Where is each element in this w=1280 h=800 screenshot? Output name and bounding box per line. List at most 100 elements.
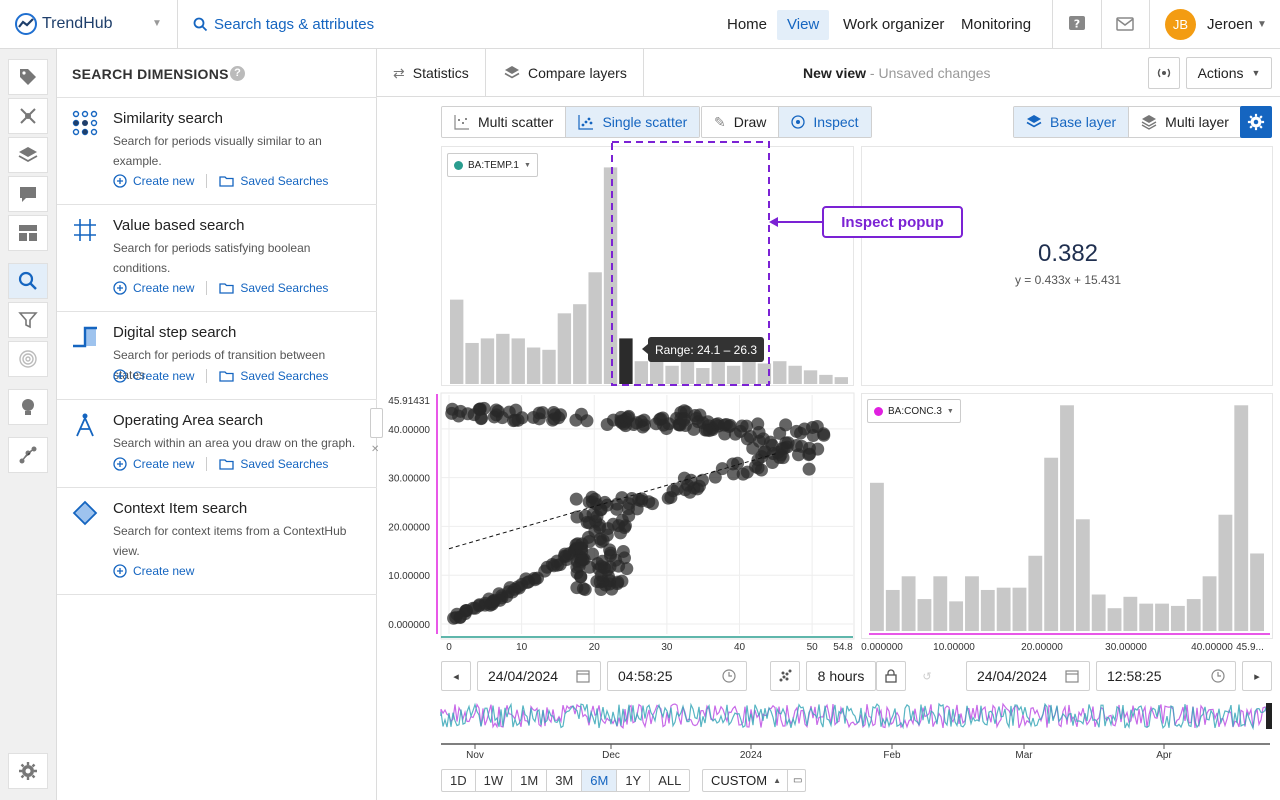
view-toolbar: ⇄ Statistics Compare layers New view - U…: [377, 49, 1280, 97]
lock-icon[interactable]: [876, 661, 906, 691]
calendar-icon[interactable]: [576, 669, 590, 683]
next-period-button[interactable]: ▸: [1242, 661, 1272, 691]
filter-icon[interactable]: [8, 302, 48, 338]
end-time-field[interactable]: 12:58:25: [1096, 661, 1236, 691]
help-icon[interactable]: ?: [1066, 13, 1088, 35]
folder-icon[interactable]: [219, 370, 235, 382]
layers-icon[interactable]: [8, 137, 48, 173]
search-input[interactable]: Search tags & attributes: [193, 16, 374, 33]
duration-field[interactable]: 8 hours: [806, 661, 876, 691]
scatter-point: [522, 575, 536, 589]
settings-gear-icon[interactable]: [8, 753, 48, 789]
layers-icon: [1026, 115, 1042, 128]
scatter-point: [590, 574, 604, 588]
search-dimensions-icon[interactable]: [8, 263, 48, 299]
multi-layer-button[interactable]: Multi layer: [1129, 107, 1241, 137]
history-icon[interactable]: ↺: [912, 661, 942, 691]
end-date-field[interactable]: 24/04/2024: [966, 661, 1090, 691]
scatter-point: [569, 492, 583, 506]
help-question-icon[interactable]: ?: [230, 66, 245, 81]
create-new-link[interactable]: Create new: [133, 281, 195, 295]
saved-searches-link[interactable]: Saved Searches: [240, 369, 329, 383]
clock-icon[interactable]: [722, 669, 736, 683]
timeline-handle: [1266, 703, 1272, 729]
start-date-field[interactable]: 24/04/2024: [477, 661, 601, 691]
chevron-down-icon: ▼: [946, 407, 954, 415]
base-layer-button[interactable]: Base layer: [1014, 107, 1130, 137]
scatter-point: [726, 467, 740, 481]
scatter-point: [616, 544, 630, 558]
scatter-x-tick-label: 40: [734, 642, 746, 653]
comment-icon[interactable]: [8, 176, 48, 212]
plus-circle-icon[interactable]: [113, 369, 127, 383]
x-series-chip[interactable]: BA:TEMP.1 ▼: [447, 153, 538, 177]
plus-circle-icon[interactable]: [113, 564, 127, 578]
mail-icon[interactable]: [1114, 13, 1136, 35]
folder-icon[interactable]: [219, 175, 235, 187]
broadcast-icon[interactable]: [1148, 57, 1180, 89]
clock-icon[interactable]: [1211, 669, 1225, 683]
graph-nodes-icon[interactable]: [8, 437, 48, 473]
scatter-density-icon[interactable]: [770, 661, 800, 691]
view-settings-gear-icon[interactable]: [1240, 106, 1272, 138]
panel-close-icon[interactable]: ✕: [371, 444, 380, 455]
timeline-label: Apr: [1156, 750, 1172, 761]
single-scatter-button[interactable]: Single scatter: [566, 107, 700, 137]
dashboard-icon[interactable]: [8, 215, 48, 251]
lightbulb-icon[interactable]: [8, 389, 48, 425]
compass-icon: [76, 413, 94, 437]
scatter-point: [486, 595, 500, 609]
y-series-chip[interactable]: BA:CONC.3 ▼: [867, 399, 961, 423]
app-logo[interactable]: TrendHub: [14, 12, 113, 36]
compare-layers-tab[interactable]: Compare layers: [488, 49, 644, 97]
plus-circle-icon[interactable]: [113, 281, 127, 295]
nav-monitoring[interactable]: Monitoring: [961, 16, 1032, 33]
scatter-point: [751, 417, 765, 431]
prev-period-button[interactable]: ◂: [441, 661, 471, 691]
calendar-range-icon[interactable]: ▭: [793, 775, 803, 786]
panel-resize-handle[interactable]: [370, 408, 383, 438]
nav-view[interactable]: View: [777, 10, 830, 40]
app-switch-caret-icon[interactable]: ▼: [152, 18, 162, 29]
search-placeholder: Search tags & attributes: [214, 16, 375, 33]
folder-icon[interactable]: [219, 458, 235, 470]
create-new-link[interactable]: Create new: [133, 564, 195, 578]
scatter-point: [681, 478, 695, 492]
avatar[interactable]: JB: [1165, 9, 1196, 40]
inspect-button[interactable]: Inspect: [779, 107, 871, 137]
multi-layers-icon: [1141, 115, 1157, 130]
actions-button[interactable]: Actions ▼: [1186, 57, 1272, 89]
create-new-link[interactable]: Create new: [133, 174, 195, 188]
folder-icon[interactable]: [219, 282, 235, 294]
saved-searches-link[interactable]: Saved Searches: [240, 457, 329, 471]
range-1w[interactable]: 1W: [476, 770, 513, 791]
create-new-link[interactable]: Create new: [133, 457, 195, 471]
plus-circle-icon[interactable]: [113, 457, 127, 471]
draw-button[interactable]: ✎ Draw: [702, 107, 780, 137]
calendar-icon[interactable]: [1065, 669, 1079, 683]
saved-searches-link[interactable]: Saved Searches: [240, 174, 329, 188]
multi-scatter-button[interactable]: Multi scatter: [442, 107, 567, 137]
statistics-label: Statistics: [412, 65, 469, 81]
plus-circle-icon[interactable]: [113, 174, 127, 188]
create-new-link[interactable]: Create new: [133, 369, 195, 383]
range-1m[interactable]: 1M: [512, 770, 548, 791]
custom-range-button[interactable]: CUSTOM ▲ ▭: [702, 769, 806, 792]
range-1y[interactable]: 1Y: [617, 770, 651, 791]
statistics-tab[interactable]: ⇄ Statistics: [377, 49, 486, 97]
range-all[interactable]: ALL: [658, 773, 682, 788]
user-name[interactable]: Jeroen: [1207, 16, 1253, 33]
user-menu-caret-icon[interactable]: ▼: [1257, 19, 1267, 30]
fingerprint-icon[interactable]: [8, 341, 48, 377]
range-1d[interactable]: 1D: [442, 770, 476, 791]
nav-home[interactable]: Home: [727, 16, 768, 33]
saved-searches-link[interactable]: Saved Searches: [240, 281, 329, 295]
range-3m[interactable]: 3M: [547, 770, 583, 791]
tag-icon[interactable]: [8, 59, 48, 95]
tools-icon[interactable]: [8, 98, 48, 134]
range-6m[interactable]: 6M: [582, 770, 618, 791]
start-time-field[interactable]: 04:58:25: [607, 661, 747, 691]
nav-work-organizer[interactable]: Work organizer: [843, 16, 945, 33]
x-histogram-bar: [496, 333, 510, 384]
